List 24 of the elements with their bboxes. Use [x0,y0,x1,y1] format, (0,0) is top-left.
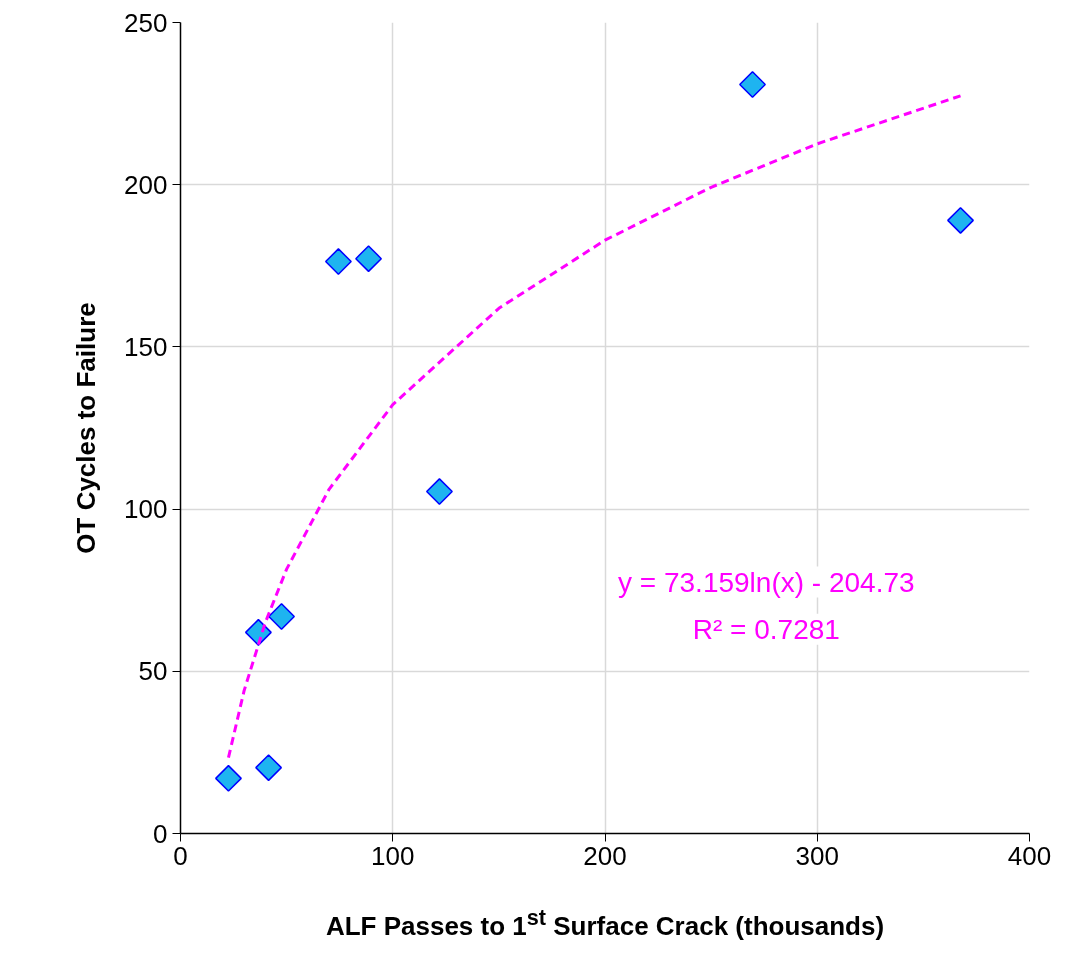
x-tick-label: 400 [1007,840,1052,871]
y-axis-title: OT Cycles to Failure [71,302,102,554]
y-tick-label: 200 [124,169,168,200]
point [268,603,296,630]
x-tick-label: 100 [371,840,415,871]
point [739,70,766,98]
y-tick-label: 0 [153,818,168,849]
point [947,206,974,234]
point [255,754,283,782]
point [355,245,383,273]
y-tick-label: 250 [124,7,168,38]
point [324,248,352,276]
x-tick-label: 300 [795,840,839,871]
y-tick-label: 150 [124,331,168,362]
x-tick-label: 200 [583,840,627,871]
annotation: R² = 0.7281 [692,613,840,645]
point [425,478,453,506]
annotation: y = 73.159ln(x) - 204.73 [618,566,915,598]
point [214,764,242,792]
x-tick-label: 0 [173,840,188,871]
y-tick-label: 50 [138,656,168,687]
x-axis-title: ALF Passes to 1$^{st}$ Surface Crack (thousands) [324,904,886,943]
y-tick-label: 100 [124,494,168,525]
line-series [226,94,963,760]
